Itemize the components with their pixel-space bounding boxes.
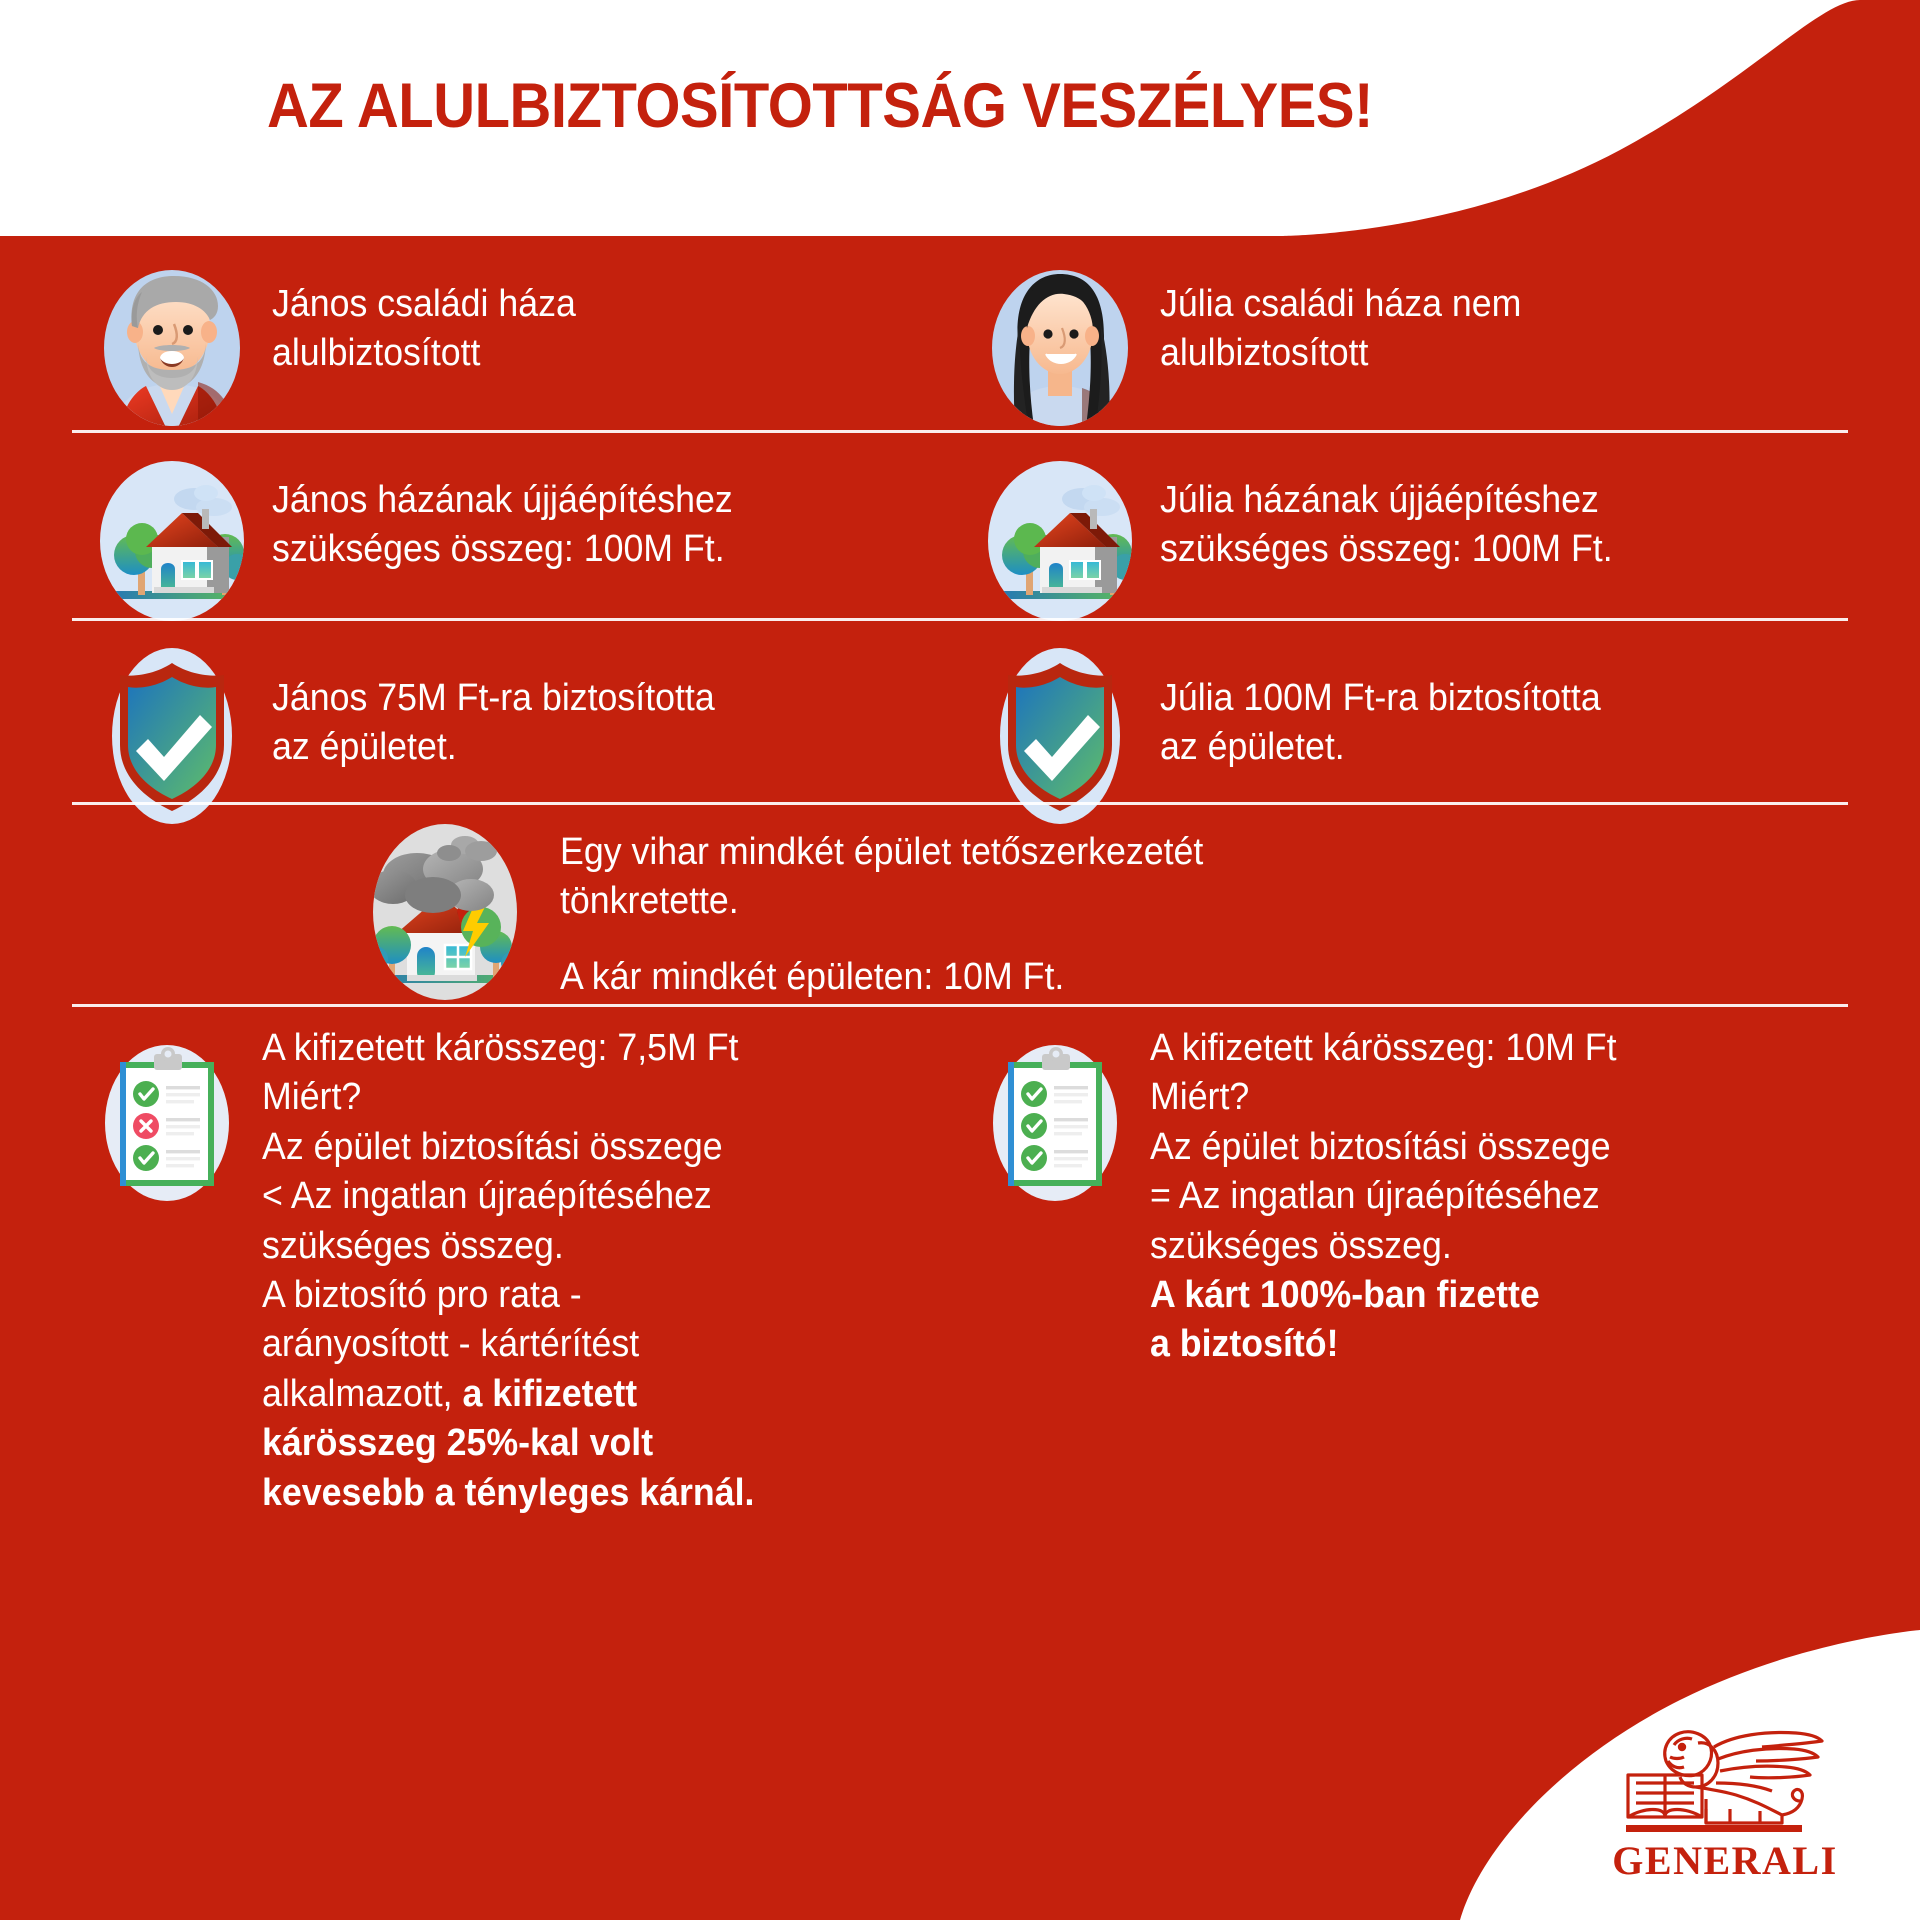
column-julia-shield: Júlia 100M Ft-ra biztosította az épülete… [960,636,1848,836]
shield-check-icon [960,636,1160,836]
generali-logo[interactable]: GENERALI [1590,1714,1860,1884]
row-rebuild-cost: János házának újjáépítéshez szükséges ös… [72,446,1848,636]
julia-shield-text: Júlia 100M Ft-ra biztosította az épülete… [1160,677,1601,769]
storm-house-icon [330,812,560,1012]
content-rows: János családi háza alulbiztosított [0,236,1920,1920]
storm-text: Egy vihar mindkét épület tetőszerkezetét… [560,831,1204,998]
separator-4 [72,1004,1848,1007]
julia-house-text: Júlia házának újjáépítéshez szükséges ös… [1160,479,1613,571]
janos-outcome-text: A kifizetett kárösszeg: 7,5M Ft Miért? A… [262,1027,755,1514]
column-julia-outcome: A kifizetett kárösszeg: 10M Ft Miért? Az… [960,1018,1848,1518]
house-icon [960,446,1160,636]
column-julia-person: Júlia családi háza nem alulbiztosított [960,256,1848,446]
row-persons: János családi háza alulbiztosított [72,256,1848,446]
separator-3 [72,802,1848,805]
clipboard-all-check-icon [960,1018,1150,1228]
clipboard-mixed-icon [72,1018,262,1228]
header-banner: AZ ALULBIZTOSÍTOTTSÁG VESZÉLYES! [0,0,1920,236]
row-insured-amount: János 75M Ft-ra biztosította az épületet… [72,636,1848,836]
julia-person-text: Júlia családi háza nem alulbiztosított [1160,283,1522,375]
janos-house-text: János házának újjáépítéshez szükséges ös… [272,479,733,571]
column-janos-outcome: A kifizetett kárösszeg: 7,5M Ft Miért? A… [72,1018,960,1518]
red-background [0,236,1920,1920]
janos-shield-text: János 75M Ft-ra biztosította az épületet… [272,677,715,769]
house-icon [72,446,272,636]
outcome-bold-text: a kifizetett [462,1372,638,1415]
column-janos-person: János családi háza alulbiztosított [72,256,960,446]
janos-person-text: János családi háza alulbiztosított [272,283,576,375]
row-storm-damage: Egy vihar mindkét épület tetőszerkezetét… [330,812,1848,1012]
woman-avatar-icon [960,256,1160,446]
row-outcome: A kifizetett kárösszeg: 7,5M Ft Miért? A… [72,1018,1848,1638]
column-janos-shield: János 75M Ft-ra biztosította az épületet… [72,636,960,836]
julia-outcome-text: A kifizetett kárösszeg: 10M Ft Miért? Az… [1150,1027,1617,1366]
separator-2 [72,618,1848,621]
column-julia-house: Júlia házának újjáépítéshez szükséges ös… [960,446,1848,636]
separator-1 [72,430,1848,433]
header-curve-decoration [1280,0,1920,236]
winged-lion-icon [1626,1730,1824,1832]
generali-wordmark: GENERALI [1612,1838,1838,1883]
column-janos-house: János házának újjáépítéshez szükséges ös… [72,446,960,636]
shield-check-icon [72,636,272,836]
outcome-normal-text: alkalmazott, [262,1372,463,1415]
page-title: AZ ALULBIZTOSÍTOTTSÁG VESZÉLYES! [267,71,1373,141]
man-avatar-icon [72,256,272,446]
